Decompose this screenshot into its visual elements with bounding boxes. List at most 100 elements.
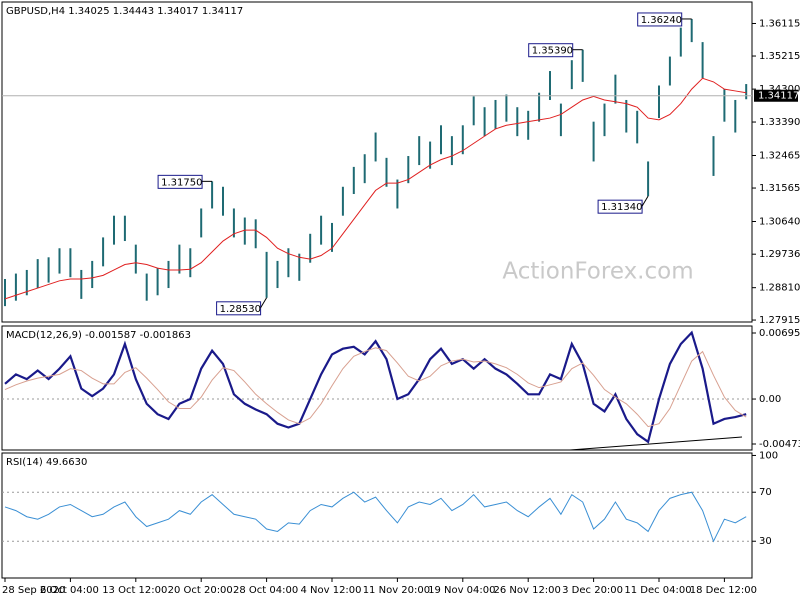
annotation-box: [597, 199, 643, 214]
price-bar: [363, 154, 366, 184]
y-tick-label: 1.28810: [759, 283, 800, 294]
price-bar: [450, 136, 453, 166]
price-bar: [25, 269, 28, 296]
price-bar: [440, 125, 442, 155]
x-tick-label: 13 Oct 12:00: [102, 585, 167, 596]
x-tick-label: 11 Nov 20:00: [363, 585, 430, 596]
price-bar: [690, 18, 693, 43]
panel-title: GBPUSD,H4 1.34025 1.34443 1.34017 1.3411…: [6, 6, 243, 17]
price-bar: [352, 166, 355, 195]
price-bar: [701, 42, 704, 79]
price-bar: [123, 215, 126, 242]
y-tick-label: 1.36115: [759, 18, 800, 29]
price-bar: [36, 259, 39, 289]
price-bar: [483, 107, 486, 137]
price-bar: [102, 237, 105, 267]
price-bar: [581, 49, 584, 82]
annotation-label: 1.36240: [641, 15, 682, 26]
price-bar: [407, 156, 410, 184]
price-bar: [145, 273, 148, 301]
price-bar: [254, 219, 257, 249]
x-tick-label: 19 Nov 04:00: [428, 585, 495, 596]
price-bar: [113, 215, 115, 245]
indicator-line: [4, 491, 747, 543]
price-bar: [167, 260, 170, 289]
indicator-line: [4, 330, 747, 444]
price-bar: [80, 269, 83, 299]
x-tick-label: 11 Dec 04:00: [624, 585, 691, 596]
price-bar: [200, 208, 203, 238]
y-tick-label: 30: [759, 536, 772, 547]
price-bar: [625, 99, 628, 133]
y-tick-label: 0.00: [759, 394, 781, 405]
price-bar: [396, 179, 399, 209]
y-tick-label: 1.29736: [759, 249, 800, 260]
price-bar: [668, 56, 671, 86]
price-bar: [298, 253, 301, 281]
price-bar: [647, 161, 650, 197]
price-bar: [189, 248, 192, 278]
moving-average: [4, 77, 747, 300]
panel-frame: [1, 1, 753, 323]
price-bar: [745, 84, 748, 100]
annotation-label: 1.31750: [161, 177, 202, 188]
price-bar: [418, 136, 421, 166]
price-bar: [461, 125, 464, 155]
price-bar: [549, 71, 551, 100]
price-bar: [287, 248, 290, 278]
price-bar: [516, 107, 519, 137]
y-tick-label: 1.27915: [759, 315, 800, 326]
x-tick-label: 6 Oct 04:00: [40, 585, 99, 596]
annotation-label: 1.31340: [601, 202, 642, 213]
watermark: ActionForex.com: [502, 259, 693, 285]
annotation-leader: [260, 297, 268, 309]
current-price-label: 1.34117: [758, 91, 799, 102]
price-bar: [658, 85, 660, 119]
price-bar: [156, 268, 159, 296]
price-bar: [331, 222, 333, 252]
price-bar: [636, 110, 639, 144]
price-bar: [232, 208, 235, 238]
panel-frame: [1, 452, 753, 579]
price-bar: [178, 244, 181, 274]
price-bar: [527, 110, 530, 140]
x-tick-label: 28 Sep 2020: [2, 585, 65, 596]
current-price-box: [754, 89, 798, 102]
trend-line: [569, 436, 743, 451]
price-bar: [14, 273, 17, 301]
indicator-line: [4, 347, 747, 428]
x-tick-label: 28 Oct 04:00: [233, 585, 298, 596]
price-bar: [276, 260, 279, 289]
price-bar: [592, 121, 595, 162]
price-bar: [69, 248, 72, 278]
price-bar: [723, 89, 726, 122]
x-tick-label: 4 Nov 12:00: [300, 585, 361, 596]
price-bar: [603, 103, 606, 137]
price-bar: [341, 186, 344, 216]
price-bar: [265, 251, 268, 298]
y-tick-label: 1.32465: [759, 150, 800, 161]
y-tick-label: 1.35215: [759, 51, 800, 62]
price-bar: [211, 181, 214, 209]
annotation-label: 1.35390: [532, 46, 573, 57]
price-bar: [47, 257, 50, 283]
price-bar: [374, 132, 377, 162]
price-bar: [734, 99, 737, 133]
price-bar: [712, 136, 715, 176]
x-tick-label: 26 Nov 12:00: [493, 585, 560, 596]
y-tick-label: 1.30640: [759, 216, 800, 227]
price-bar: [309, 233, 312, 263]
y-tick-label: 1.33390: [759, 117, 800, 128]
price-bar: [570, 60, 573, 90]
price-bar: [679, 27, 682, 57]
price-bar: [91, 260, 94, 289]
price-bar: [614, 74, 617, 104]
annotation-label: 1.28530: [220, 304, 261, 315]
y-tick-label: 100: [759, 450, 778, 461]
price-bar: [472, 96, 475, 126]
price-bar: [4, 278, 6, 307]
price-bar: [243, 217, 246, 245]
price-bar: [222, 186, 224, 216]
